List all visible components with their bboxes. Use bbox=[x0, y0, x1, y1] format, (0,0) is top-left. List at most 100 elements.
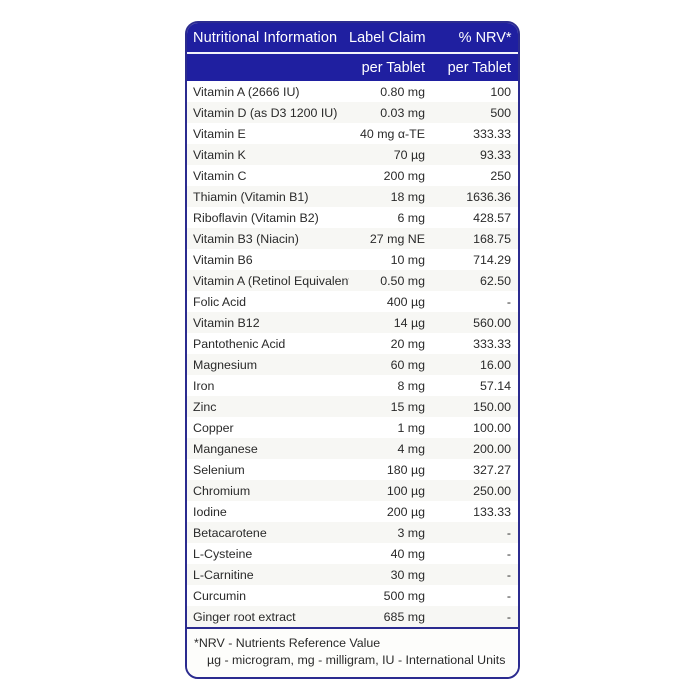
row-label-claim: 4 mg bbox=[397, 441, 425, 456]
table-row: L-Cysteine 40 mg - bbox=[187, 543, 518, 564]
table-row: Vitamin B3 (Niacin) 27 mg NE 168.75 bbox=[187, 228, 518, 249]
table-body: Vitamin A (2666 IU) 0.80 mg 100 Vitamin D (… bbox=[187, 81, 518, 627]
table-header: Nutritional Information Label Claim % NR… bbox=[187, 23, 518, 81]
row-nutrient-name: L-Cysteine bbox=[193, 546, 253, 561]
header-label-claim: Label Claim bbox=[349, 29, 426, 46]
row-label-claim: 27 mg NE bbox=[369, 231, 425, 246]
row-percent-nrv: 200.00 bbox=[473, 441, 511, 456]
table-row: Vitamin D (as D3 1200 IU) 0.03 mg 500 bbox=[187, 102, 518, 123]
row-nutrient-name: Vitamin K bbox=[193, 147, 246, 162]
row-percent-nrv: 1636.36 bbox=[466, 189, 511, 204]
table-row: Iron 8 mg 57.14 bbox=[187, 375, 518, 396]
table-row: Iodine 200 µg 133.33 bbox=[187, 501, 518, 522]
table-row: Ginger root extract 685 mg - bbox=[187, 606, 518, 627]
row-nutrient-name: Iodine bbox=[193, 504, 227, 519]
table-row: Folic Acid 400 µg - bbox=[187, 291, 518, 312]
row-label-claim: 200 mg bbox=[383, 168, 425, 183]
row-percent-nrv: 327.27 bbox=[473, 462, 511, 477]
row-label-claim: 8 mg bbox=[397, 378, 425, 393]
table-row: Vitamin A (Retinol Equivalents) 0.50 mg 62… bbox=[187, 270, 518, 291]
row-nutrient-name: Vitamin D (as D3 1200 IU) bbox=[193, 105, 338, 120]
row-nutrient-name: Vitamin A (2666 IU) bbox=[193, 84, 300, 99]
row-label-claim: 0.80 mg bbox=[380, 84, 425, 99]
nutrition-facts-panel: Nutritional Information Label Claim % NR… bbox=[185, 21, 520, 679]
row-label-claim: 500 mg bbox=[383, 588, 425, 603]
row-percent-nrv: - bbox=[506, 546, 511, 561]
table-row: Vitamin E 40 mg α-TE 333.33 bbox=[187, 123, 518, 144]
row-percent-nrv: 62.50 bbox=[479, 273, 511, 288]
row-label-claim: 14 µg bbox=[393, 315, 425, 330]
row-label-claim: 180 µg bbox=[386, 462, 425, 477]
table-row: Chromium 100 µg 250.00 bbox=[187, 480, 518, 501]
row-label-claim: 15 mg bbox=[390, 399, 425, 414]
row-nutrient-name: Vitamin E bbox=[193, 126, 246, 141]
row-nutrient-name: Folic Acid bbox=[193, 294, 247, 309]
row-percent-nrv: - bbox=[506, 294, 511, 309]
row-label-claim: 70 µg bbox=[393, 147, 425, 162]
table-row: Pantothenic Acid 20 mg 333.33 bbox=[187, 333, 518, 354]
table-row: Manganese 4 mg 200.00 bbox=[187, 438, 518, 459]
header-nutritional-information: Nutritional Information bbox=[193, 29, 338, 46]
row-percent-nrv: - bbox=[506, 525, 511, 540]
table-row: Riboflavin (Vitamin B2) 6 mg 428.57 bbox=[187, 207, 518, 228]
row-nutrient-name: L-Carnitine bbox=[193, 567, 254, 582]
row-label-claim: 100 µg bbox=[386, 483, 425, 498]
table-row: Copper 1 mg 100.00 bbox=[187, 417, 518, 438]
row-percent-nrv: 16.00 bbox=[479, 357, 511, 372]
row-percent-nrv: 100.00 bbox=[473, 420, 511, 435]
row-percent-nrv: - bbox=[506, 588, 511, 603]
row-nutrient-name: Vitamin B12 bbox=[193, 315, 260, 330]
row-nutrient-name: Betacarotene bbox=[193, 525, 267, 540]
row-nutrient-name: Vitamin A (Retinol Equivalents) bbox=[193, 273, 349, 288]
row-label-claim: 0.50 mg bbox=[380, 273, 425, 288]
table-row: Selenium 180 µg 327.27 bbox=[187, 459, 518, 480]
table-row: Zinc 15 mg 150.00 bbox=[187, 396, 518, 417]
row-nutrient-name: Thiamin (Vitamin B1) bbox=[193, 189, 309, 204]
row-percent-nrv: 560.00 bbox=[473, 315, 511, 330]
row-label-claim: 60 mg bbox=[390, 357, 425, 372]
row-percent-nrv: 100 bbox=[490, 84, 511, 99]
row-label-claim: 18 mg bbox=[390, 189, 425, 204]
row-percent-nrv: 250 bbox=[490, 168, 511, 183]
table-row: Vitamin K 70 µg 93.33 bbox=[187, 144, 518, 165]
table-row: Vitamin A (2666 IU) 0.80 mg 100 bbox=[187, 81, 518, 102]
row-percent-nrv: 714.29 bbox=[473, 252, 511, 267]
row-percent-nrv: 500 bbox=[490, 105, 511, 120]
row-nutrient-name: Iron bbox=[193, 378, 215, 393]
row-label-claim: 10 mg bbox=[390, 252, 425, 267]
row-percent-nrv: 428.57 bbox=[473, 210, 511, 225]
row-label-claim: 1 mg bbox=[397, 420, 425, 435]
row-nutrient-name: Magnesium bbox=[193, 357, 258, 372]
row-nutrient-name: Ginger root extract bbox=[193, 609, 296, 624]
row-label-claim: 400 µg bbox=[386, 294, 425, 309]
header-percent-nrv: % NRV* bbox=[458, 29, 512, 46]
row-label-claim: 30 mg bbox=[390, 567, 425, 582]
table-row: Betacarotene 3 mg - bbox=[187, 522, 518, 543]
table-row: Curcumin 500 mg - bbox=[187, 585, 518, 606]
row-nutrient-name: Vitamin B3 (Niacin) bbox=[193, 231, 299, 246]
row-percent-nrv: 250.00 bbox=[473, 483, 511, 498]
row-label-claim: 200 µg bbox=[386, 504, 425, 519]
row-label-claim: 6 mg bbox=[397, 210, 425, 225]
row-percent-nrv: 168.75 bbox=[473, 231, 511, 246]
row-label-claim: 0.03 mg bbox=[380, 105, 425, 120]
footer-nrv-definition: *NRV - Nutrients Reference Value bbox=[194, 636, 381, 650]
row-label-claim: 3 mg bbox=[397, 525, 425, 540]
row-percent-nrv: - bbox=[506, 609, 511, 624]
row-nutrient-name: Chromium bbox=[193, 483, 251, 498]
table-row: Vitamin C 200 mg 250 bbox=[187, 165, 518, 186]
row-nutrient-name: Vitamin C bbox=[193, 168, 247, 183]
row-nutrient-name: Riboflavin (Vitamin B2) bbox=[193, 210, 319, 225]
row-nutrient-name: Curcumin bbox=[193, 588, 247, 603]
row-nutrient-name: Pantothenic Acid bbox=[193, 336, 286, 351]
table-row: Vitamin B12 14 µg 560.00 bbox=[187, 312, 518, 333]
row-percent-nrv: 133.33 bbox=[473, 504, 511, 519]
table-row: L-Carnitine 30 mg - bbox=[187, 564, 518, 585]
row-label-claim: 20 mg bbox=[390, 336, 425, 351]
row-nutrient-name: Zinc bbox=[193, 399, 217, 414]
subheader-per-tablet-claim: per Tablet bbox=[361, 59, 425, 76]
row-label-claim: 40 mg bbox=[390, 546, 425, 561]
row-percent-nrv: - bbox=[506, 567, 511, 582]
table-row: Vitamin B6 10 mg 714.29 bbox=[187, 249, 518, 270]
